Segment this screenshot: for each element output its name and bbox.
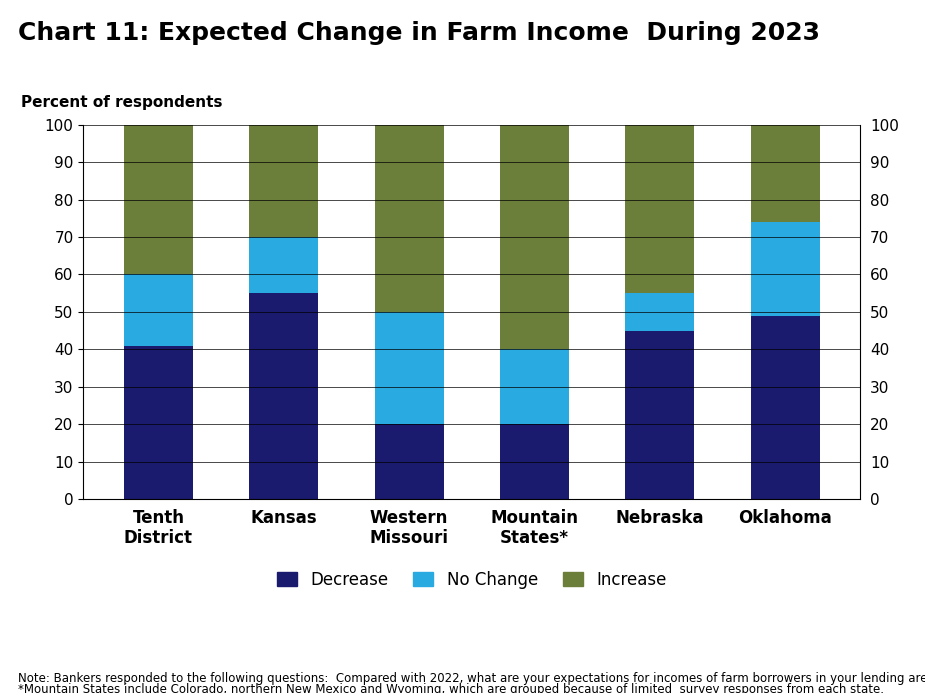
Bar	[250, 237, 318, 293]
Bar	[625, 125, 694, 293]
Text: Chart 11: Expected Change in Farm Income  During 2023: Chart 11: Expected Change in Farm Income…	[18, 21, 820, 45]
Bar	[124, 346, 193, 499]
Bar	[250, 125, 318, 237]
Bar	[375, 312, 444, 424]
Bar	[250, 293, 318, 499]
Bar	[500, 424, 569, 499]
Bar	[500, 349, 569, 424]
Bar	[750, 315, 820, 499]
Bar	[750, 222, 820, 315]
Bar	[124, 274, 193, 346]
Text: Percent of respondents: Percent of respondents	[21, 95, 223, 109]
Bar	[375, 125, 444, 312]
Bar	[750, 125, 820, 222]
Bar	[124, 125, 193, 274]
Text: *Mountain States include Colorado, northern New Mexico and Wyoming, which are gr: *Mountain States include Colorado, north…	[18, 683, 884, 693]
Text: Note: Bankers responded to the following questions:  Compared with 2022, what ar: Note: Bankers responded to the following…	[18, 672, 925, 685]
Bar	[625, 331, 694, 499]
Legend: Decrease, No Change, Increase: Decrease, No Change, Increase	[270, 564, 673, 595]
Bar	[375, 424, 444, 499]
Bar	[625, 293, 694, 331]
Bar	[500, 125, 569, 349]
